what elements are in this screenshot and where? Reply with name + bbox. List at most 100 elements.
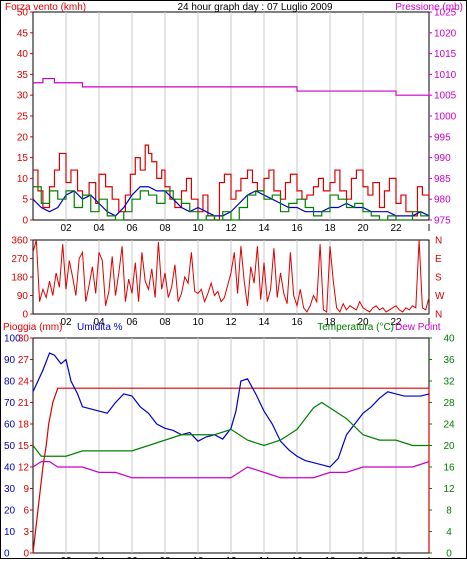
- wind-y-tick-label: 35: [17, 70, 29, 81]
- x-tick-label: 14: [258, 317, 270, 328]
- temp-y-tick-label: 40: [443, 334, 455, 345]
- rain-y-tick-label: 3: [23, 527, 29, 538]
- temp-y-tick-label: 20: [443, 441, 455, 452]
- x-tick-label: 04: [93, 556, 105, 558]
- x-tick-label: 20: [357, 317, 369, 328]
- rain-y-tick-label: 0: [23, 549, 29, 559]
- temp-y-tick-label: 8: [446, 506, 452, 517]
- pressure-y-tick-label: 975: [434, 216, 451, 227]
- wind-y-tick-label: 5: [22, 195, 28, 206]
- wind-y-tick-label: 15: [17, 153, 29, 164]
- temp-y-tick-label: 32: [443, 377, 455, 388]
- direction-y-tick-label: 180: [11, 273, 28, 284]
- pressure-y-tick-label: 990: [434, 153, 451, 164]
- pressure-y-tick-label: 1020: [434, 28, 457, 39]
- humidity-y-tick-label: 80: [4, 377, 16, 388]
- x-tick-label: 04: [93, 317, 105, 328]
- wind-y-tick-label: 0: [22, 216, 28, 227]
- compass-tick-label: N: [435, 236, 442, 247]
- wind-y-tick-label: 50: [17, 8, 29, 19]
- pressure-y-tick-label: 1005: [434, 91, 457, 102]
- rain-y-tick-label: 18: [18, 420, 30, 431]
- series-pressione-mb-: [33, 77, 430, 96]
- temperature-axis-title: Temperatura (°C): [317, 322, 394, 333]
- humidity-y-tick-label: 0: [4, 549, 10, 559]
- x-tick-label: 12: [225, 317, 237, 328]
- humidity-y-tick-label: 60: [4, 420, 16, 431]
- wind-axis-title: Forza vento (kmh): [5, 2, 86, 13]
- x-tick-label: 20: [357, 556, 369, 558]
- x-tick-label: 16: [291, 317, 303, 328]
- x-tick-label: 14: [258, 556, 270, 558]
- x-tick-label: 10: [192, 556, 204, 558]
- humidity-y-tick-label: 90: [4, 355, 16, 366]
- x-tick-label: 18: [324, 317, 336, 328]
- x-tick-label: 16: [291, 223, 303, 234]
- x-tick-label: 04: [93, 223, 105, 234]
- temp-y-tick-label: 4: [446, 527, 452, 538]
- humidity-axis-title: Umidita %: [77, 322, 123, 333]
- wind-y-tick-label: 25: [17, 112, 29, 123]
- x-tick-label: 06: [126, 223, 138, 234]
- series-temperatura-c-: [32, 401, 429, 457]
- x-tick-label: 10: [192, 317, 204, 328]
- x-tick-label: 12: [225, 556, 237, 558]
- pressure-y-tick-label: 985: [434, 174, 451, 185]
- x-tick-label: 02: [60, 556, 72, 558]
- pressure-y-tick-label: 980: [434, 195, 451, 206]
- direction-y-tick-label: 90: [17, 291, 29, 302]
- humidity-y-tick-label: 30: [4, 484, 16, 495]
- x-tick-label: 02: [60, 223, 72, 234]
- wind-y-tick-label: 30: [17, 91, 29, 102]
- rain-y-tick-label: 6: [23, 506, 29, 517]
- series-dew-point: [32, 461, 430, 479]
- humidity-y-tick-label: 20: [4, 506, 16, 517]
- x-tick-label: 20: [357, 223, 369, 234]
- x-tick-label: 10: [192, 223, 204, 234]
- x-tick-label: 18: [324, 223, 336, 234]
- direction-y-tick-label: 0: [22, 310, 28, 321]
- humidity-y-tick-label: 10: [4, 527, 16, 538]
- x-tick-label: 22: [390, 556, 402, 558]
- wind-y-tick-label: 10: [17, 174, 29, 185]
- x-tick-label: 02: [60, 317, 72, 328]
- series-pioggia-mm-: [32, 387, 430, 554]
- x-tick-label: 18: [324, 556, 336, 558]
- pressure-y-tick-label: 995: [434, 132, 451, 143]
- temp-y-tick-label: 24: [443, 420, 455, 431]
- rain-y-tick-label: 30: [18, 334, 30, 345]
- rain-axis-title: Pioggia (mm): [3, 322, 62, 333]
- x-tick-label: 06: [126, 556, 138, 558]
- x-tick-label: I: [428, 223, 431, 234]
- x-tick-label: 08: [159, 317, 171, 328]
- series-wind-gust-green-: [33, 186, 429, 221]
- x-tick-label: I: [428, 317, 431, 328]
- series-forza-vento-kmh-: [33, 144, 430, 221]
- pressure-axis-title: Pressione (mb): [395, 2, 463, 13]
- temp-y-tick-label: 0: [446, 549, 452, 559]
- x-tick-label: 08: [159, 223, 171, 234]
- x-tick-label: 06: [126, 317, 138, 328]
- compass-tick-label: S: [435, 273, 442, 284]
- humidity-y-tick-label: 40: [4, 463, 16, 474]
- x-tick-label: 12: [225, 223, 237, 234]
- wind-y-tick-label: 40: [17, 49, 29, 60]
- series-wind-direction: [32, 239, 430, 313]
- wind-y-tick-label: 20: [17, 132, 29, 143]
- pressure-y-tick-label: 1010: [434, 70, 457, 81]
- compass-tick-label: W: [435, 291, 445, 302]
- rain-y-tick-label: 12: [18, 463, 30, 474]
- temp-y-tick-label: 28: [443, 398, 455, 409]
- pressure-y-tick-label: 1000: [434, 112, 457, 123]
- series-umidita-: [32, 352, 430, 468]
- x-tick-label: 14: [258, 223, 270, 234]
- x-tick-label: 22: [390, 317, 402, 328]
- pressure-y-tick-label: 1025: [434, 8, 457, 19]
- temp-y-tick-label: 36: [443, 355, 455, 366]
- compass-tick-label: E: [435, 254, 442, 265]
- rain-y-tick-label: 15: [18, 441, 30, 452]
- direction-y-tick-label: 270: [11, 254, 28, 265]
- x-tick-label: 16: [291, 556, 303, 558]
- temp-y-tick-label: 16: [443, 463, 455, 474]
